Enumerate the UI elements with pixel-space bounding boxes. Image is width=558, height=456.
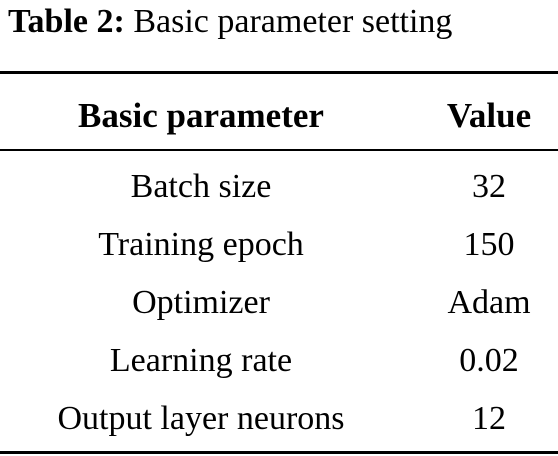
parameter-cell: Output layer neurons (57, 400, 345, 437)
table-row: Training epoch 150 (0, 216, 558, 274)
header-rule (0, 149, 558, 151)
table-caption: Table 2: Basic parameter setting (8, 2, 452, 42)
value-cell: Adam (447, 284, 531, 321)
value-cell: 0.02 (459, 342, 519, 379)
parameter-cell: Optimizer (132, 284, 270, 321)
table-row: Output layer neurons 12 (0, 390, 558, 448)
parameter-cell: Batch size (130, 168, 272, 205)
table-header-row: Basic parameter Value (0, 87, 558, 145)
table-row: Batch size 32 (0, 158, 558, 216)
header-value: Value (446, 96, 532, 135)
bottom-rule (0, 451, 558, 454)
parameter-cell: Learning rate (109, 342, 293, 379)
value-cell: 32 (472, 168, 506, 205)
parameter-cell: Training epoch (98, 226, 304, 263)
table-caption-text: Basic parameter setting (133, 3, 453, 40)
table-row: Learning rate 0.02 (0, 332, 558, 390)
table-row: Optimizer Adam (0, 274, 558, 332)
header-basic-parameter: Basic parameter (78, 96, 324, 135)
value-cell: 12 (472, 400, 506, 437)
value-cell: 150 (463, 226, 515, 263)
table-caption-label: Table 2: (8, 3, 125, 40)
top-rule (0, 71, 558, 74)
